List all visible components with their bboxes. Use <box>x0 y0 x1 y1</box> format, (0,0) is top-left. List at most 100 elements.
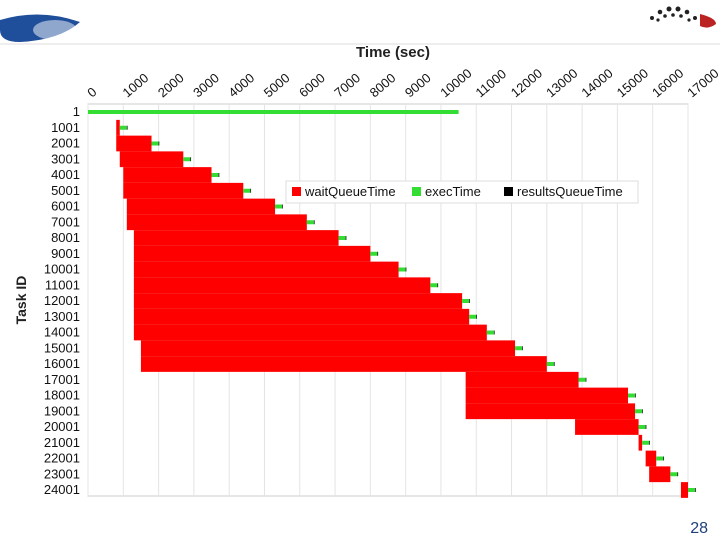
bar-segment <box>345 236 347 240</box>
bar-segment <box>645 450 657 467</box>
bar-segment <box>126 125 128 130</box>
bar-segment <box>123 167 212 183</box>
bar-segment <box>282 204 283 209</box>
y-tick-label: 22001 <box>44 451 80 466</box>
legend: waitQueueTime execTime resultsQueueTime <box>285 180 639 204</box>
legend-swatch <box>504 187 513 196</box>
y-tick-label: 12001 <box>44 293 80 308</box>
bar-segment <box>585 377 587 382</box>
bar-segment <box>211 173 219 177</box>
bar-segment <box>522 346 523 351</box>
y-tick-label: 20001 <box>44 419 80 434</box>
legend-swatch <box>292 187 301 196</box>
bar-segment <box>377 251 379 256</box>
bar-segment <box>469 299 470 303</box>
y-tick-label: 1 <box>73 104 80 119</box>
legend-label: waitQueueTime <box>304 184 396 199</box>
bar-segment <box>635 393 636 398</box>
bar-segment <box>370 251 378 256</box>
bar-segment <box>465 371 579 388</box>
bar-segment <box>462 299 470 303</box>
legend-box <box>285 180 639 204</box>
y-tick-label: 6001 <box>51 199 80 214</box>
bar-segment <box>649 440 650 445</box>
bar-segment <box>250 188 252 193</box>
bar-segment <box>133 308 470 325</box>
bar-segment <box>133 230 339 246</box>
bar-segment <box>338 236 346 240</box>
y-tick-label: 4001 <box>51 167 80 182</box>
bar-segment <box>642 409 643 414</box>
legend-swatch <box>412 187 421 196</box>
y-tick-label: 3001 <box>51 151 80 166</box>
bar-segment <box>553 362 555 366</box>
bar-segment <box>635 409 643 414</box>
bar-segment <box>642 440 650 445</box>
bar-segment <box>275 204 283 209</box>
bar-segment <box>656 456 664 461</box>
y-tick-label: 2001 <box>51 136 80 151</box>
bar-segment <box>133 245 371 262</box>
y-tick-label: 5001 <box>51 183 80 198</box>
bar-segment <box>649 466 671 483</box>
bar-segment <box>493 330 495 335</box>
bar-segment <box>398 267 406 272</box>
y-tick-label: 7001 <box>51 214 80 229</box>
bar-segment <box>476 314 477 319</box>
y-tick-label: 23001 <box>44 466 80 481</box>
y-tick-label: 19001 <box>44 403 80 418</box>
bar-segment <box>123 182 244 199</box>
bar-segment <box>158 141 160 146</box>
bar-segment <box>140 340 516 357</box>
y-tick-label: 1001 <box>51 120 80 135</box>
bar-segment <box>119 151 184 168</box>
bar-segment <box>119 125 127 130</box>
bar-segment <box>183 157 191 162</box>
bar-segment <box>465 403 636 420</box>
bar-segment <box>469 314 477 319</box>
y-tick-label: 24001 <box>44 482 80 497</box>
chart-title: Time (sec) <box>356 44 430 61</box>
bar-segment <box>116 119 120 136</box>
bar-segment <box>88 110 459 114</box>
bar-segment <box>680 482 688 498</box>
y-axis-label: Task ID <box>13 276 29 325</box>
bar-segment <box>306 220 314 225</box>
bar-segment <box>133 293 463 309</box>
bar-segment <box>133 324 487 341</box>
y-tick-label: 15001 <box>44 340 80 355</box>
bar-segment <box>126 198 276 215</box>
y-tick-label: 8001 <box>51 230 80 245</box>
slide-number: 28 <box>690 520 708 537</box>
logo-accent <box>700 14 716 28</box>
bar-segment <box>628 393 636 398</box>
legend-label: execTime <box>425 184 481 199</box>
y-tick-label: 16001 <box>44 356 80 371</box>
bar-segment <box>575 419 639 435</box>
y-tick-label: 18001 <box>44 388 80 403</box>
y-tick-label: 17001 <box>44 372 80 387</box>
bar-segment <box>405 267 407 272</box>
bar-segment <box>116 135 152 152</box>
bar-segment <box>638 434 643 451</box>
bar-segment <box>663 456 664 461</box>
bar-segment <box>465 387 628 404</box>
bar-segment <box>546 362 554 366</box>
bar-segment <box>670 472 678 477</box>
bar-segment <box>133 277 431 294</box>
bar-segment <box>486 330 494 335</box>
y-tick-label: 9001 <box>51 246 80 261</box>
bar-segment <box>430 283 438 288</box>
bar-segment <box>695 488 696 492</box>
bar-segment <box>151 141 159 146</box>
bar-segment <box>313 220 315 225</box>
bar-segment <box>515 346 523 351</box>
bar-segment <box>645 425 647 429</box>
y-tick-label: 11001 <box>45 277 80 292</box>
y-tick-label: 10001 <box>44 262 80 277</box>
y-tick-label: 13001 <box>44 309 80 324</box>
legend-label: resultsQueueTime <box>517 184 623 199</box>
bar-segment <box>638 425 646 429</box>
bar-segment <box>140 356 547 372</box>
plot: 0 1000 2000 3000 4000 5000 6000 7000 8000 9000 100… <box>44 66 720 498</box>
